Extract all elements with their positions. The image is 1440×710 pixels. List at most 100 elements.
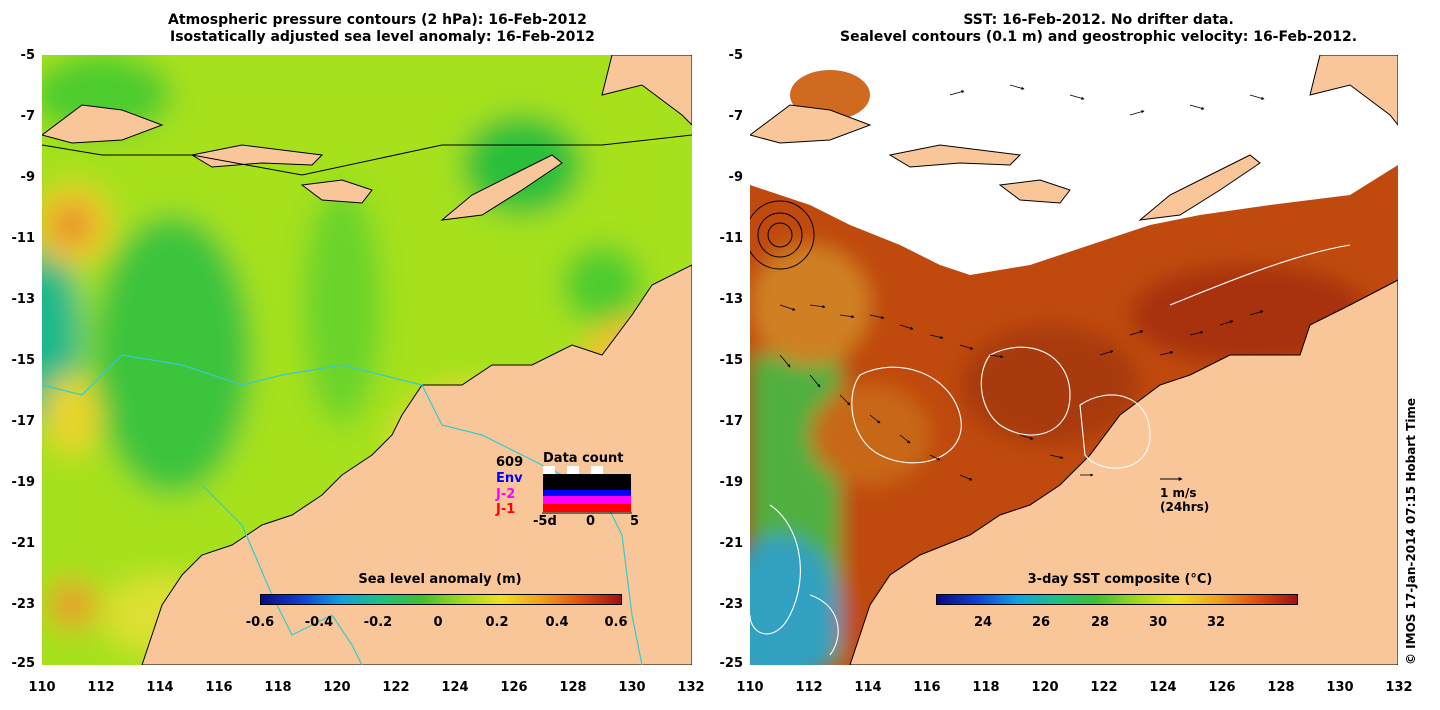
sea-level-anomaly-map <box>42 55 692 665</box>
sst-colorbar-tick: 30 <box>1148 615 1168 630</box>
right-y-tick: -17 <box>719 414 744 429</box>
left-y-tick: -21 <box>11 536 36 551</box>
left-y-tick: -19 <box>11 475 36 490</box>
left-x-tick: 112 <box>87 680 115 695</box>
left-x-tick: 118 <box>264 680 292 695</box>
right-y-tick: -25 <box>719 656 744 671</box>
sla-colorbar-tick: -0.4 <box>304 615 334 630</box>
left-x-tick: 126 <box>500 680 528 695</box>
legend-j2: J-2 <box>496 487 516 502</box>
flores-island-right <box>888 144 1022 168</box>
left-x-tick: 110 <box>28 680 56 695</box>
sst-colorbar-label: 3-day SST composite (°C) <box>1027 572 1213 587</box>
sla-colorbar-tick: 0.2 <box>485 615 509 630</box>
velocity-scale-line1: 1 m/s <box>1160 486 1197 500</box>
australia-land-right <box>849 279 1398 665</box>
left-x-tick: 122 <box>382 680 410 695</box>
java-island <box>42 104 164 144</box>
right-title-line1: SST: 16-Feb-2012. No drifter data. <box>963 12 1234 28</box>
right-x-tick: 130 <box>1326 680 1354 695</box>
australia-land <box>141 264 692 665</box>
copyright-text: © IMOS 17-Jan-2014 07:15 Hobart Time <box>1404 397 1418 665</box>
left-y-tick: -11 <box>11 231 36 246</box>
sla-colorbar-tick: 0 <box>433 615 443 630</box>
right-x-tick: 124 <box>1149 680 1177 695</box>
sumba-island <box>300 179 373 204</box>
left-x-tick: 116 <box>205 680 233 695</box>
eddy-circles <box>750 200 815 270</box>
left-y-tick: -5 <box>20 48 35 63</box>
data-count-xtick: -5d <box>533 514 557 529</box>
right-y-tick: -13 <box>719 292 744 307</box>
right-x-tick: 116 <box>913 680 941 695</box>
left-x-tick: 120 <box>323 680 351 695</box>
left-x-tick: 124 <box>441 680 469 695</box>
right-y-tick: -21 <box>719 536 744 551</box>
isobath-line-south <box>201 484 363 665</box>
sea-level-contours <box>750 244 1351 656</box>
sla-colorbar-tick: 0.4 <box>545 615 569 630</box>
right-y-tick: -9 <box>728 170 743 185</box>
left-x-tick: 128 <box>559 680 587 695</box>
no-data-region <box>750 55 1398 275</box>
right-title-line2: Sealevel contours (0.1 m) and geostrophi… <box>840 29 1358 45</box>
sla-colorbar-tick: 0.6 <box>604 615 628 630</box>
right-y-tick: -15 <box>719 353 744 368</box>
sulawesi-land <box>601 55 692 126</box>
legend-env: Env <box>496 471 523 486</box>
right-y-tick: -19 <box>719 475 744 490</box>
right-x-tick: 128 <box>1267 680 1295 695</box>
right-x-tick: 112 <box>795 680 823 695</box>
sla-colorbar-label: Sea level anomaly (m) <box>358 572 522 587</box>
sla-colorbar <box>260 594 622 605</box>
sst-colorbar-tick: 26 <box>1031 615 1051 630</box>
timor-island-right <box>1138 154 1261 221</box>
sst-colorbar <box>936 594 1298 605</box>
data-count-histogram <box>542 466 632 514</box>
sla-map-svg <box>42 55 692 665</box>
coast-line <box>42 134 692 176</box>
left-x-tick: 132 <box>677 680 705 695</box>
velocity-scale-label: 1 m/s (24hrs) <box>1160 486 1209 514</box>
right-x-tick: 126 <box>1208 680 1236 695</box>
left-y-tick: -25 <box>11 656 36 671</box>
data-count-value: 609 <box>496 455 524 470</box>
left-y-tick: -23 <box>11 597 36 612</box>
velocity-scale-line2: (24hrs) <box>1160 500 1210 514</box>
java-island-right <box>750 104 872 144</box>
data-count-title: Data count <box>543 451 624 466</box>
left-title-line1: Atmospheric pressure contours (2 hPa): 1… <box>168 12 587 28</box>
right-x-tick: 110 <box>736 680 764 695</box>
data-count-xtick: 5 <box>630 514 640 529</box>
right-x-tick: 118 <box>972 680 1000 695</box>
right-y-tick: -7 <box>728 109 743 124</box>
right-x-tick: 114 <box>854 680 882 695</box>
right-x-tick: 122 <box>1090 680 1118 695</box>
sla-colorbar-tick: -0.6 <box>245 615 275 630</box>
left-y-tick: -15 <box>11 353 36 368</box>
sst-colorbar-tick: 24 <box>973 615 993 630</box>
sumba-island-right <box>998 179 1071 204</box>
sst-map-svg <box>750 55 1398 665</box>
timor-island <box>440 154 563 221</box>
velocity-arrows <box>779 84 1265 481</box>
sulawesi-land-right <box>1309 55 1398 126</box>
right-x-tick: 120 <box>1031 680 1059 695</box>
left-y-tick: -13 <box>11 292 36 307</box>
legend-j1: J-1 <box>496 502 516 517</box>
left-panel-title: Atmospheric pressure contours (2 hPa): 1… <box>160 12 595 46</box>
right-y-tick: -5 <box>728 48 743 63</box>
sst-colorbar-tick: 32 <box>1206 615 1226 630</box>
sst-map <box>750 55 1398 665</box>
sla-colorbar-tick: -0.2 <box>363 615 393 630</box>
left-x-tick: 114 <box>146 680 174 695</box>
data-count-xtick: 0 <box>586 514 596 529</box>
right-panel-title: SST: 16-Feb-2012. No drifter data. Seale… <box>840 12 1357 46</box>
flores-island <box>190 144 324 168</box>
sst-colorbar-tick: 28 <box>1090 615 1110 630</box>
left-y-tick: -7 <box>20 109 35 124</box>
left-title-line2: Isostatically adjusted sea level anomaly… <box>170 29 595 45</box>
left-y-tick: -9 <box>20 170 35 185</box>
right-y-tick: -23 <box>719 597 744 612</box>
right-x-tick: 132 <box>1385 680 1413 695</box>
